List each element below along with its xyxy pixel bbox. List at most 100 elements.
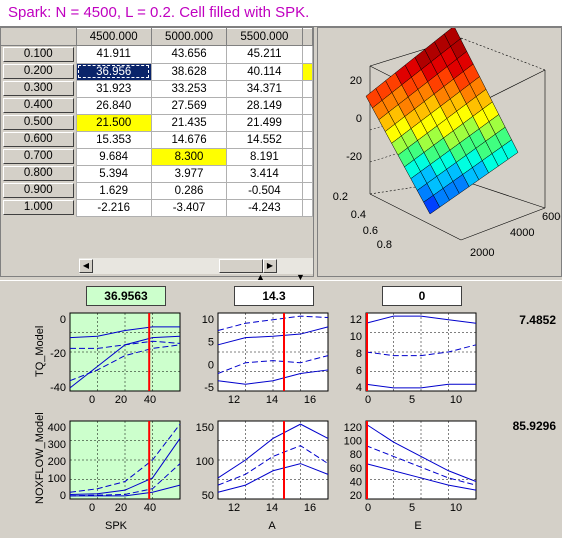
table-row: 0.800 5.394 3.977 3.414: [1, 164, 313, 183]
y-tick-label: 0.8: [377, 239, 392, 251]
table-cell[interactable]: 26.840: [75, 96, 152, 115]
column-header[interactable]: 5500.000: [226, 28, 303, 46]
y-tick-label: 50: [202, 490, 214, 502]
table-cell[interactable]: 38.628: [150, 62, 228, 81]
model-curve: [365, 344, 477, 357]
x-tick-label: 16: [304, 502, 316, 514]
row-header-label: 0.600: [3, 132, 74, 147]
column-header-clipped: [301, 28, 313, 46]
model-curve: [217, 445, 329, 486]
table-cell[interactable]: 21.500: [75, 113, 152, 132]
row-header[interactable]: 0.600: [1, 131, 76, 148]
table-cell[interactable]: 27.569: [150, 96, 228, 115]
splitter-arrow-down-icon[interactable]: ▼: [296, 272, 305, 282]
spk-value-input[interactable]: 36.9563: [86, 286, 166, 306]
table-cell[interactable]: 45.211: [226, 45, 303, 64]
x-tick-label: 16: [304, 394, 316, 406]
y-tick-label: 10: [350, 331, 362, 343]
scroll-left-button[interactable]: ◀: [79, 259, 93, 273]
table-cell[interactable]: 8.191: [226, 147, 303, 166]
table-row: 1.000 -2.216 -3.407 -4.243: [1, 198, 313, 217]
a-axis-label: A: [268, 520, 276, 532]
horizontal-scrollbar[interactable]: ◀ ▶: [79, 258, 313, 274]
table-row: 0.600 15.353 14.676 14.552: [1, 130, 313, 149]
row-header-label: 0.800: [3, 166, 74, 181]
table-cell[interactable]: 34.371: [226, 79, 303, 98]
model-curve: [69, 344, 181, 382]
row-header[interactable]: 0.100: [1, 46, 76, 64]
table-cell[interactable]: 1.629: [75, 181, 152, 200]
title-text: Spark: N = 4500, L = 0.2. Cell filled wi…: [8, 4, 310, 21]
x-tick-label: 40: [144, 502, 156, 514]
table-cell[interactable]: 40.114: [226, 62, 303, 81]
surface-plot[interactable]: 20 0 -20 0.20.4 0.6 0.8 2000 4000 6000: [318, 25, 562, 276]
column-header[interactable]: 5000.000: [150, 28, 228, 46]
y-tick-label: 0: [60, 314, 66, 326]
table-cell-clipped: [301, 96, 313, 115]
row-header[interactable]: 0.400: [1, 97, 76, 114]
y-tick-label: 40: [350, 476, 362, 488]
z-tick-label: 0: [356, 113, 362, 125]
table-row: 0.300 31.923 33.253 34.371: [1, 79, 313, 98]
e-axis-label: E: [414, 520, 422, 532]
row-header[interactable]: 0.300: [1, 80, 76, 97]
table-cell[interactable]: 21.499: [226, 113, 303, 132]
table-cell[interactable]: 9.684: [75, 147, 152, 166]
row-header-label: 0.700: [3, 149, 74, 164]
model-curve: [217, 369, 329, 385]
e-value-input[interactable]: 0: [382, 286, 462, 306]
table-cell[interactable]: 3.977: [150, 164, 228, 183]
spk-axis-label: SPK: [104, 520, 127, 532]
y-tick-label: 60: [350, 463, 362, 475]
table-cell[interactable]: 41.911: [75, 45, 152, 64]
table-cell[interactable]: 33.253: [150, 79, 228, 98]
column-header[interactable]: 4500.000: [75, 28, 152, 46]
row-header[interactable]: 0.500: [1, 114, 76, 131]
table-cell[interactable]: 21.435: [150, 113, 228, 132]
model-curve: [217, 463, 329, 493]
table-cell[interactable]: 36.956: [75, 62, 152, 81]
axis-box-line: [460, 179, 546, 209]
x-tick-label: 2000: [470, 247, 494, 259]
row-header[interactable]: 0.800: [1, 165, 76, 182]
table-cell[interactable]: 8.300: [150, 147, 228, 166]
table-cell[interactable]: 5.394: [75, 164, 152, 183]
table-cell-clipped: [301, 164, 313, 183]
axis-box-line: [460, 207, 546, 241]
table-cell[interactable]: 43.656: [150, 45, 228, 64]
row-header[interactable]: 0.700: [1, 148, 76, 165]
table-cell[interactable]: 3.414: [226, 164, 303, 183]
table-cell[interactable]: -2.216: [75, 198, 152, 217]
title-bar: Spark: N = 4500, L = 0.2. Cell filled wi…: [0, 0, 562, 27]
row-header[interactable]: 0.900: [1, 182, 76, 199]
table-cell[interactable]: -4.243: [226, 198, 303, 217]
table-cell[interactable]: -0.504: [226, 181, 303, 200]
y-tick-label: 0: [60, 490, 66, 502]
table-cell[interactable]: 15.353: [75, 130, 152, 149]
scroll-right-button[interactable]: ▶: [263, 259, 277, 273]
row-header[interactable]: 0.200: [1, 63, 76, 80]
x-tick-label: 40: [144, 394, 156, 406]
table-cell-clipped: [301, 130, 313, 149]
row-header-label: 0.200: [3, 64, 74, 79]
table-cell[interactable]: -3.407: [150, 198, 228, 217]
surface-plot-panel[interactable]: 20 0 -20 0.20.4 0.6 0.8 2000 4000 6000: [317, 25, 562, 277]
table-cell[interactable]: 31.923: [75, 79, 152, 98]
model-curve: [69, 438, 181, 495]
table-row: 0.700 9.684 8.300 8.191: [1, 147, 313, 166]
row-header[interactable]: 1.000: [1, 199, 76, 216]
scroll-thumb[interactable]: [219, 259, 263, 273]
x-tick-label: 0: [89, 502, 95, 514]
a-value-input[interactable]: 14.3: [234, 286, 314, 306]
row-header-label: 1.000: [3, 200, 74, 215]
y-tick-label: 6: [356, 365, 362, 377]
table-cell[interactable]: 14.676: [150, 130, 228, 149]
x-tick-label: 20: [115, 502, 127, 514]
splitter-arrow-up-icon[interactable]: ▲: [256, 272, 265, 282]
y-tick-label: 150: [196, 422, 214, 434]
model-curve: [217, 326, 329, 346]
table-cell[interactable]: 28.149: [226, 96, 303, 115]
table-cell[interactable]: 14.552: [226, 130, 303, 149]
table-cell[interactable]: 0.286: [150, 181, 228, 200]
